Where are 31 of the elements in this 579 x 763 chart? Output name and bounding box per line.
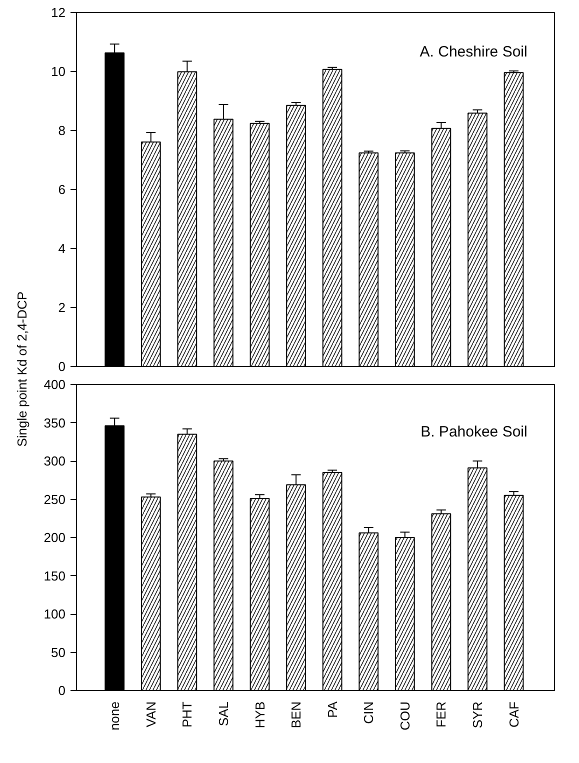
y-tick-label: 0 <box>58 683 66 698</box>
y-axis-title: Single point Kd of 2,4-DCP <box>14 291 30 447</box>
y-tick-label: 400 <box>44 377 66 392</box>
y-tick-label: 0 <box>58 359 66 374</box>
y-tick-label: 50 <box>51 644 66 660</box>
y-tick-label: 4 <box>58 241 66 256</box>
y-tick-label: 100 <box>44 606 66 622</box>
x-tick-label: SAL <box>216 701 231 726</box>
x-tick-label: COU <box>397 702 412 730</box>
x-tick-label: FER <box>434 702 449 728</box>
x-tick-label: PHT <box>180 701 195 728</box>
x-tick-label: PA <box>324 701 340 718</box>
x-tick-label: VAN <box>143 702 158 728</box>
x-tick-label: BEN <box>288 701 304 728</box>
y-tick-label: 200 <box>44 530 66 545</box>
y-tick-label: 8 <box>58 123 66 138</box>
x-tick-label: none <box>107 702 122 730</box>
x-tick-label: SYR <box>470 701 485 728</box>
y-tick-label: 250 <box>44 492 66 507</box>
y-tick-label: 300 <box>44 454 66 468</box>
annotation: A. Cheshire Soil <box>420 44 528 60</box>
y-tick-label: 350 <box>44 415 66 430</box>
y-tick-label: 12 <box>51 5 66 20</box>
y-tick-label: 10 <box>51 64 66 79</box>
y-tick-label: 150 <box>44 568 66 584</box>
x-tick-label: HYB <box>252 701 268 728</box>
x-tick-label: CAF <box>506 701 522 728</box>
annotation: B. Pahokee Soil <box>420 424 528 440</box>
x-tick-label: CIN <box>361 702 376 724</box>
y-tick-label: 2 <box>58 300 66 315</box>
y-tick-label: 6 <box>58 182 66 197</box>
